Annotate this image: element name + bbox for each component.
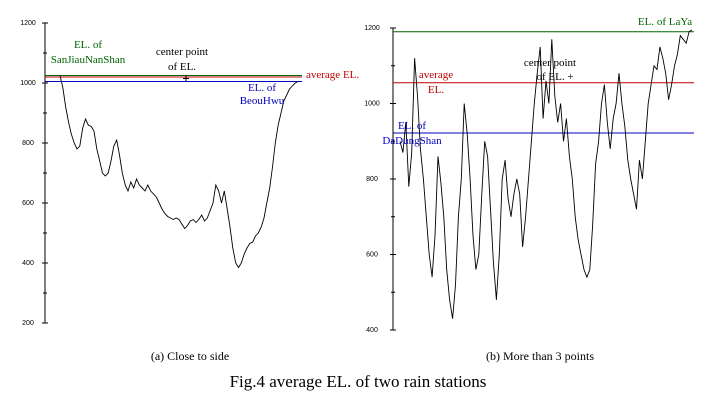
y-tick-label: 800	[366, 176, 378, 183]
annotation-label: EL. of LaYa	[638, 16, 692, 28]
annotation-label: center point	[524, 57, 576, 69]
annotation-label: of EL. +	[536, 71, 573, 83]
panel-caption: (b) More than 3 points	[486, 349, 594, 363]
annotation-label: BeouHwu	[240, 95, 285, 107]
y-tick-label: 1000	[20, 80, 36, 87]
y-tick-label: 1000	[364, 101, 380, 108]
y-tick-label: 1200	[364, 25, 380, 32]
y-tick-label: 400	[366, 327, 378, 334]
annotation-label: average EL.	[306, 69, 359, 81]
annotation-label: EL. of	[248, 82, 276, 94]
y-tick-label: 1200	[20, 20, 36, 27]
y-tick-label: 200	[22, 320, 34, 327]
annotation-label: EL. of	[74, 39, 102, 51]
annotation-label: EL.	[428, 84, 444, 96]
annotation-label: SanJiauNanShan	[51, 54, 126, 66]
panel-a: 200 400 600 800 1000 1200 EL. of SanJiauNanShan…	[20, 20, 359, 363]
annotation-label: center point	[156, 46, 208, 58]
center-point-marker	[183, 75, 189, 82]
annotation-label: EL. of	[398, 120, 426, 132]
y-tick-label: 800	[22, 140, 34, 147]
annotation-label: average	[419, 69, 453, 81]
elevation-profile-line	[399, 29, 693, 319]
y-tick-label: 600	[22, 200, 34, 207]
figure-title: Fig.4 average EL. of two rain stations	[229, 372, 487, 391]
panel-caption: (a) Close to side	[151, 349, 229, 363]
annotation-label: of EL.	[168, 61, 196, 73]
y-tick-label: 400	[22, 260, 34, 267]
elevation-profile-line	[59, 75, 299, 269]
annotation-label: DaDungShan	[382, 135, 442, 147]
y-tick-label: 600	[366, 252, 378, 259]
panel-b: 400 600 800 1000 1200 EL. of LaYa average EL. ce…	[364, 16, 694, 363]
